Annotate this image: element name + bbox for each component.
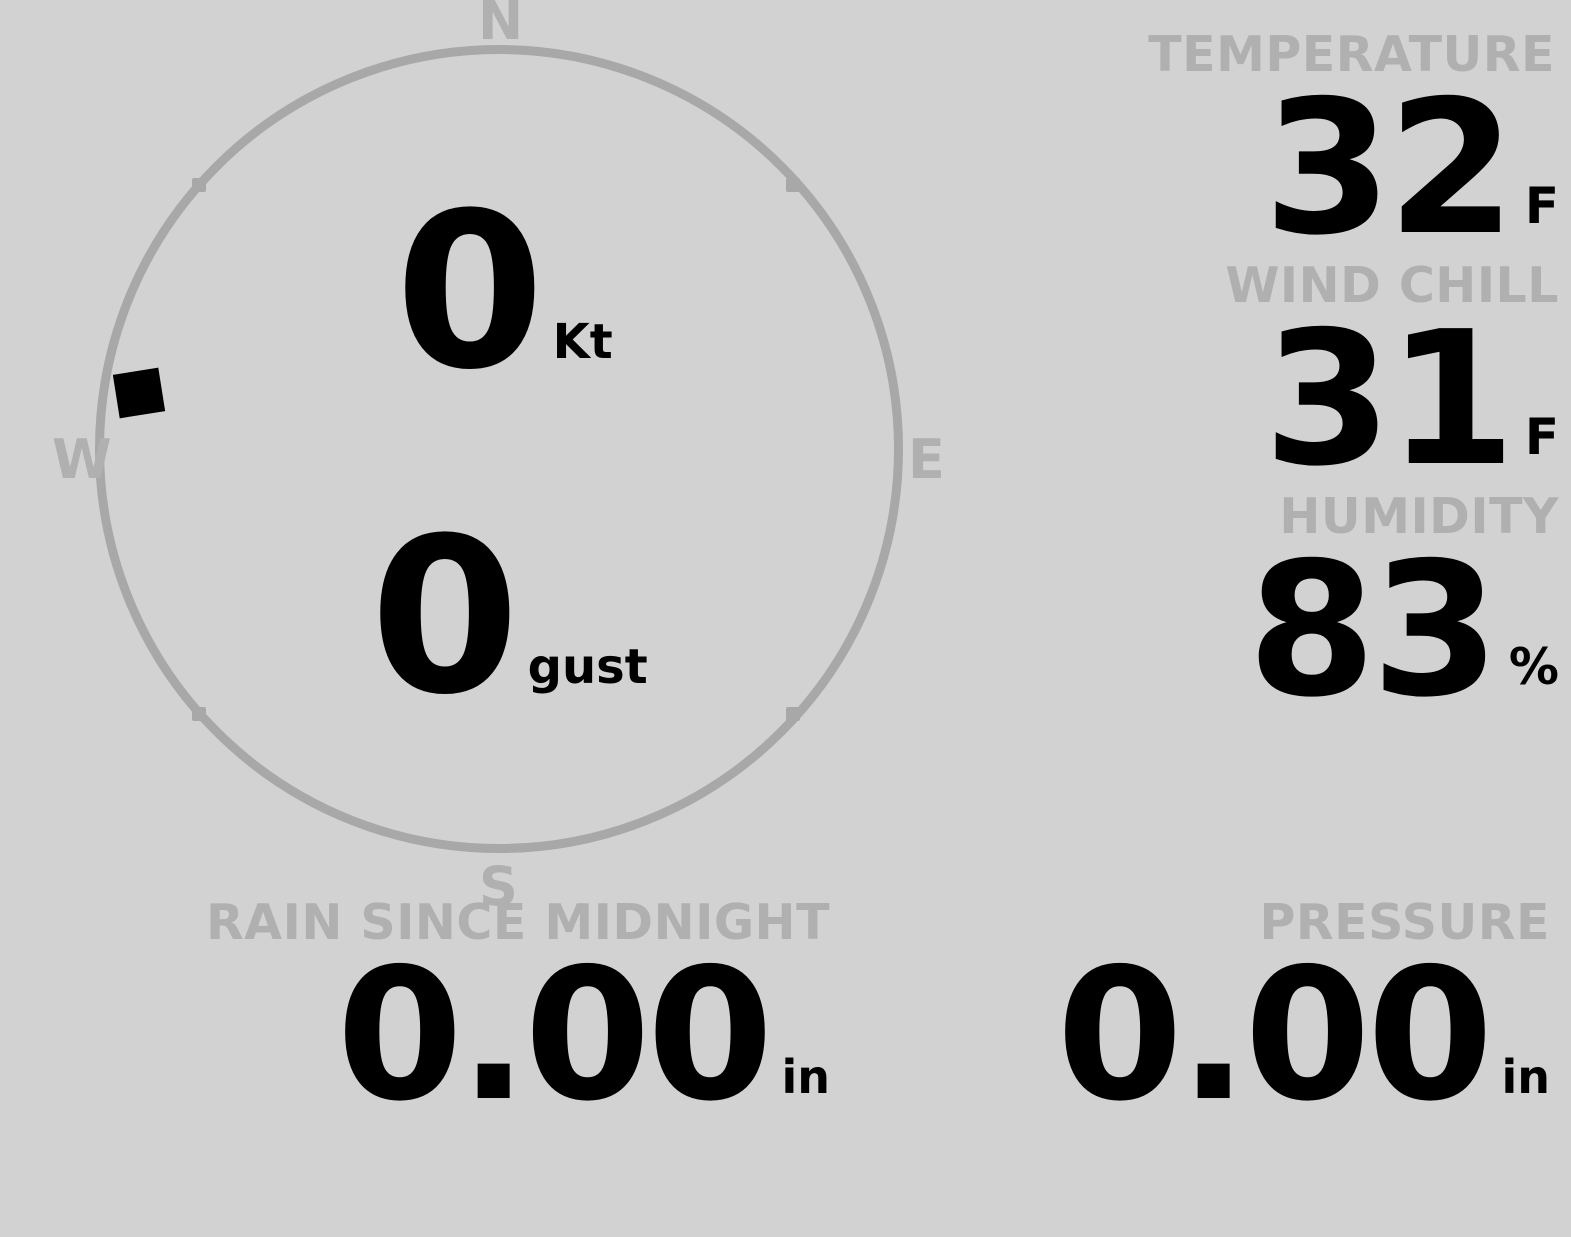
- metric-temperature-value-row: 32 F: [999, 60, 1559, 276]
- wind-gust-value: 0: [370, 491, 520, 742]
- metric-rain-value: 0.00: [336, 929, 773, 1141]
- compass-label-west: W: [52, 428, 112, 491]
- wind-compass-panel: N S W E 0 Kt 0 gust: [0, 0, 1000, 914]
- metric-rain-value-row: 0.00 in: [150, 929, 830, 1141]
- compass-tick-northeast: [786, 178, 800, 192]
- compass-dial-ring: [95, 45, 903, 853]
- metrics-column: TEMPERATURE 32 F WIND CHILL 31 F HUMIDIT…: [999, 30, 1559, 728]
- wind-speed-readout: 0 Kt: [395, 166, 613, 417]
- metric-rain-since-midnight: RAIN SINCE MIDNIGHT 0.00 in: [150, 894, 830, 1141]
- metric-pressure: PRESSURE 0.00 in: [860, 894, 1550, 1141]
- compass-label-south: S: [479, 855, 518, 918]
- bottom-metrics-row: RAIN SINCE MIDNIGHT 0.00 in PRESSURE 0.0…: [0, 898, 1571, 1128]
- compass-label-north: N: [478, 0, 524, 52]
- compass-tick-southwest: [192, 707, 206, 721]
- metric-wind-chill: WIND CHILL 31 F: [999, 256, 1559, 507]
- wind-gust-unit: gust: [527, 639, 648, 696]
- metric-wind-chill-label: WIND CHILL: [1225, 256, 1559, 314]
- wind-gust-readout: 0 gust: [370, 491, 648, 742]
- metric-humidity-value-row: 83 %: [999, 521, 1559, 738]
- metric-wind-chill-value: 31: [1263, 290, 1515, 507]
- metric-temperature-label: TEMPERATURE: [1148, 26, 1555, 83]
- metric-pressure-label: PRESSURE: [1259, 894, 1550, 951]
- metric-humidity-unit: %: [1508, 638, 1559, 697]
- metric-wind-chill-value-row: 31 F: [999, 290, 1559, 507]
- metric-pressure-value-row: 0.00 in: [860, 929, 1550, 1141]
- metric-rain-unit: in: [781, 1049, 830, 1104]
- metric-pressure-unit: in: [1501, 1049, 1550, 1104]
- metric-temperature: TEMPERATURE 32 F: [999, 26, 1559, 276]
- metric-humidity-label: HUMIDITY: [1279, 487, 1559, 545]
- wind-speed-value: 0: [395, 166, 545, 417]
- compass-tick-southeast: [786, 707, 800, 721]
- metric-rain-label: RAIN SINCE MIDNIGHT: [205, 894, 830, 951]
- metric-humidity: HUMIDITY 83 %: [999, 487, 1559, 738]
- metric-temperature-value: 32: [1263, 60, 1515, 276]
- metric-wind-chill-unit: F: [1524, 407, 1559, 466]
- metric-temperature-unit: F: [1524, 176, 1559, 235]
- wind-direction-indicator-icon: [113, 367, 166, 419]
- metric-humidity-value: 83: [1247, 521, 1499, 738]
- compass-label-east: E: [908, 428, 945, 491]
- metric-pressure-value: 0.00: [1056, 929, 1493, 1141]
- wind-speed-unit: Kt: [552, 314, 613, 371]
- compass-tick-northwest: [192, 178, 206, 192]
